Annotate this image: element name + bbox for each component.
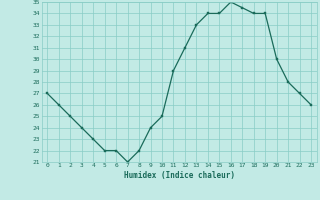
X-axis label: Humidex (Indice chaleur): Humidex (Indice chaleur) [124,171,235,180]
